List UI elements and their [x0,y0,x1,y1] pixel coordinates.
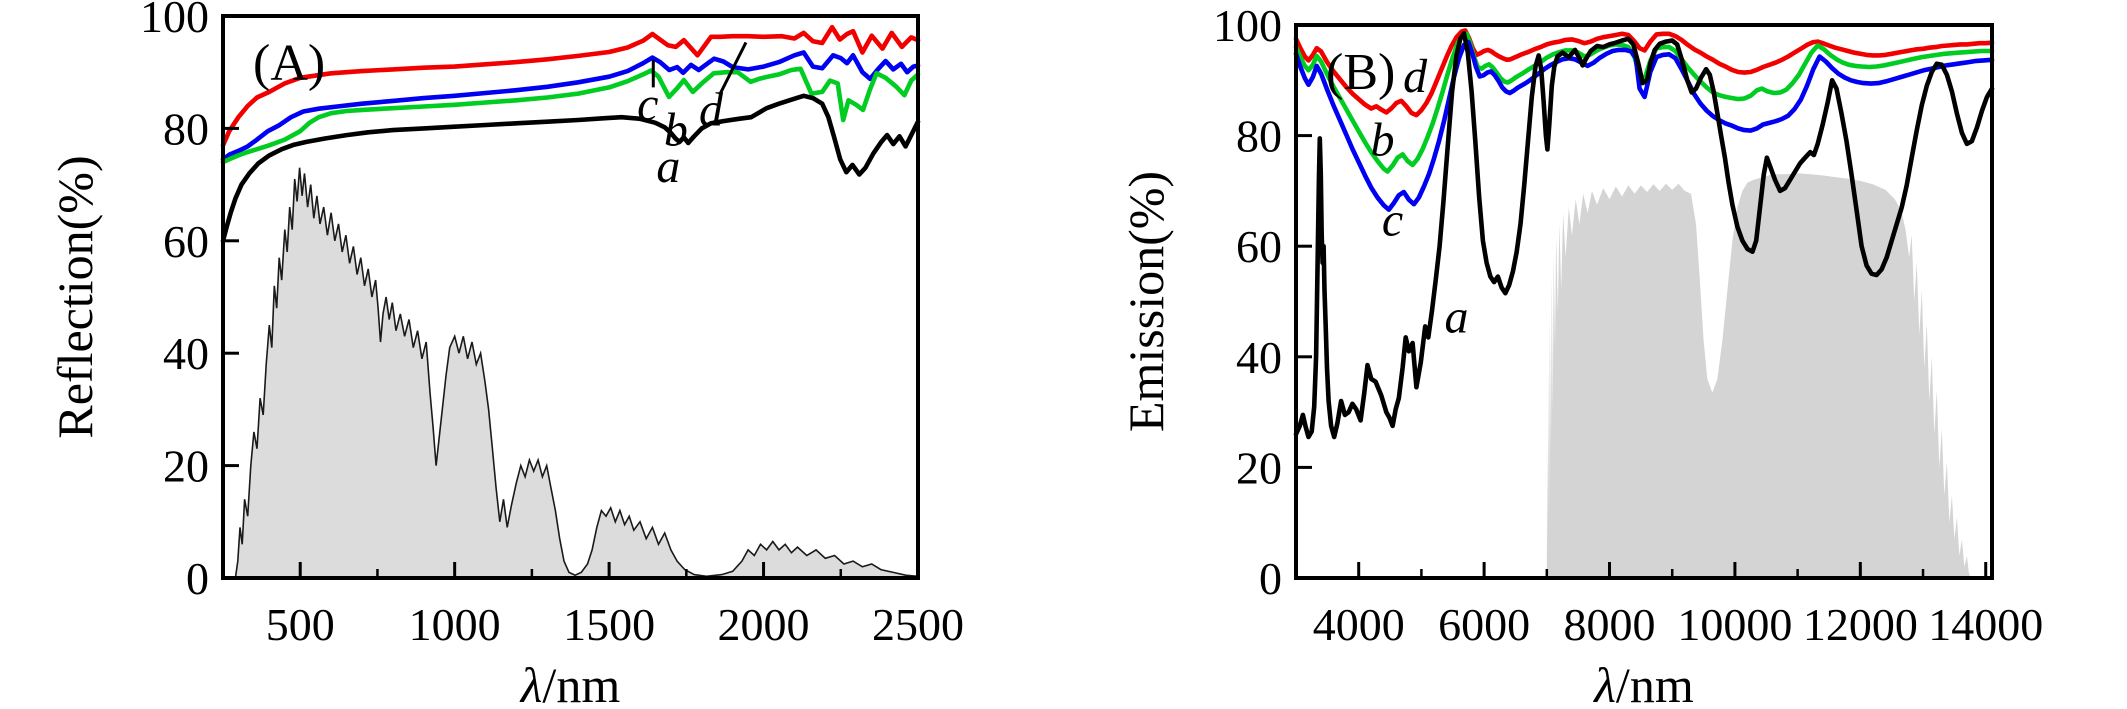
curve-label-c: c [637,78,658,131]
curve-label-b: b [664,103,688,156]
y-tick-label: 100 [1213,0,1282,51]
curve-label-b: b [1371,113,1395,166]
area-solar-spectrum [234,167,919,579]
x-axis-label: λ/nm [1592,657,1694,709]
y-tick-label: 0 [186,553,209,604]
curve-label-a: a [1445,290,1469,343]
y-axis-label: Emission(%) [1118,171,1174,432]
y-tick-label: 0 [1259,553,1282,604]
y-tick-label: 40 [163,328,209,379]
x-tick-label: 2000 [718,599,810,650]
curve-label-a: a [656,140,680,193]
x-tick-label: 12000 [1803,599,1918,650]
series-d-curve [220,24,921,148]
y-tick-label: 20 [163,441,209,492]
y-tick-label: 40 [1236,332,1282,383]
x-tick-label: 1000 [409,599,501,650]
y-tick-label: 20 [1236,442,1282,493]
y-tick-label: 100 [140,0,209,42]
y-tick-label: 60 [163,216,209,267]
panel-A-reflection-chart: 500 1000 1500 2000 2500 0 20 40 60 80 100 λ/nm Refle… [0,0,1063,709]
y-tick-label: 80 [1236,111,1282,162]
panel-B-emission-chart: 4000 6000 8000 10000 12000 14000 0 20 40 60 80 100 λ… [1063,0,2126,709]
chart-svg-A: 500 1000 1500 2000 2500 0 20 40 60 80 100 λ/nm Refle… [47,0,964,709]
x-tick-label: 6000 [1438,599,1530,650]
curve-label-c: c [1382,194,1403,247]
x-tick-label: 14000 [1928,599,2043,650]
x-tick-label: 8000 [1564,599,1656,650]
y-tick-label: 80 [163,103,209,154]
series-c-curve [1293,39,1995,212]
x-axis-label: λ/nm [519,657,621,709]
series-b-curve [220,66,921,165]
panel-label: (B) [1326,44,1395,101]
y-tick-label: 60 [1236,221,1282,272]
x-tick-label: 1500 [563,599,655,650]
series-b-curve [1293,31,1995,174]
x-tick-label: 4000 [1313,599,1405,650]
panel-label: (A) [253,35,325,92]
y-axis-label: Reflection(%) [47,155,103,438]
series-c-curve [220,50,921,162]
curve-label-pointer-line [718,41,748,96]
series-a-curve [1293,30,1995,440]
plot-frame [1294,23,1994,580]
chart-svg-B: 4000 6000 8000 10000 12000 14000 0 20 40 60 80 100 λ… [1118,0,2043,709]
plot-frame [221,14,920,580]
area-atmospheric-window [1546,173,1971,578]
curve-label-d: d [1403,50,1428,103]
x-tick-label: 10000 [1677,599,1792,650]
x-tick-label: 500 [266,599,335,650]
series-d-curve [1293,28,1995,118]
x-tick-label: 2500 [872,599,964,650]
series-a-curve [220,93,921,244]
